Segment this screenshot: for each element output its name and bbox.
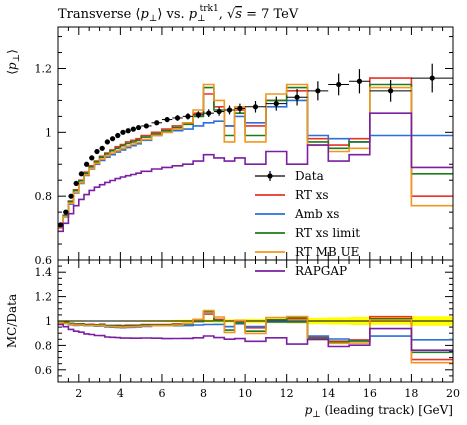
data-point <box>99 145 105 151</box>
ratio-y-axis: 0.6 0.8 1 1.2 1.4 <box>35 265 453 377</box>
data-point <box>226 107 233 113</box>
data-point <box>109 136 116 142</box>
data-point <box>216 108 222 115</box>
data-point <box>89 155 95 161</box>
main-y-label: ⟨p⊥⟩ <box>5 49 22 75</box>
x-axis-label: p⊥ (leading track) [GeV] <box>305 403 453 420</box>
data-point <box>237 105 243 111</box>
data-point <box>429 75 435 81</box>
data-point <box>195 112 201 118</box>
data-point <box>252 104 259 110</box>
x-tick-label: 4 <box>117 387 124 400</box>
series-line-rapgap <box>58 112 453 233</box>
ratio-panel: 0.6 0.8 1 1.2 1.4 MC/Data 2 4 6 8 10 12 14 16 18 20 p… <box>5 259 460 420</box>
x-tick-label: 20 <box>446 387 460 400</box>
data-point <box>356 78 363 84</box>
data-point <box>315 88 321 94</box>
ratio-y-label: MC/Data <box>5 294 19 348</box>
data-point <box>206 110 212 116</box>
chart-title: Transverse ⟨p⊥⟩ vs. p⊥trk1, √s = 7 TeV <box>58 4 299 24</box>
data-point <box>83 161 90 167</box>
data-point <box>388 88 394 94</box>
legend-label-amb-xs: Amb xs <box>294 207 339 221</box>
main-y-tick-label: 1 <box>45 126 52 139</box>
legend-label-rapgap: RAPGAP <box>295 264 347 278</box>
x-tick-label: 14 <box>321 387 335 400</box>
ratio-y-tick-label: 0.8 <box>35 339 53 352</box>
main-panel: 0.6 0.8 1 1.2 ⟨p⊥⟩ <box>5 26 454 267</box>
x-tick-label: 18 <box>404 387 418 400</box>
legend-label-rt-xs: RT xs <box>295 188 329 202</box>
main-y-tick-label: 1.2 <box>35 62 53 75</box>
data-point <box>63 209 69 215</box>
main-y-tick-label: 0.6 <box>35 254 53 267</box>
data-point <box>94 148 100 155</box>
data-point <box>154 120 160 126</box>
data-point <box>68 193 74 199</box>
legend: Data RT xs Amb xs RT xs limit RT MB UE RAPGAP <box>255 169 360 278</box>
ratio-y-tick-label: 1 <box>45 315 52 328</box>
ratio-series-group <box>58 309 453 364</box>
data-point <box>143 123 149 129</box>
ratio-line-rt-mb-ue <box>58 309 453 364</box>
data-point <box>294 94 300 100</box>
x-tick-label: 12 <box>280 387 294 400</box>
main-y-tick-label: 0.8 <box>35 190 53 203</box>
data-point <box>273 101 279 107</box>
data-point <box>135 124 142 131</box>
x-tick-label: 16 <box>363 387 377 400</box>
data-point <box>104 139 110 145</box>
data-point <box>185 113 191 119</box>
data-point <box>174 115 181 121</box>
x-axis: 2 4 6 8 10 12 14 16 18 20 <box>57 260 460 400</box>
x-tick-label: 6 <box>158 387 165 400</box>
ratio-band-group <box>58 316 453 326</box>
data-point <box>336 81 342 88</box>
legend-label-rt-mb-ue: RT MB UE <box>295 245 359 259</box>
x-tick-label: 8 <box>200 387 207 400</box>
x-tick-label: 2 <box>75 387 82 400</box>
ratio-y-tick-label: 1.2 <box>35 291 53 304</box>
data-point <box>130 126 136 132</box>
data-point <box>73 180 79 186</box>
data-point <box>120 129 126 135</box>
legend-label-rt-xs-limit: RT xs limit <box>295 226 360 240</box>
data-point <box>115 132 121 139</box>
data-point <box>57 222 64 228</box>
series-line-rt-mb-ue <box>58 83 453 229</box>
data-point <box>125 128 131 134</box>
data-point <box>78 171 84 177</box>
data-point <box>164 116 170 123</box>
ratio-y-tick-label: 1.4 <box>35 266 53 279</box>
ratio-line-rapgap <box>58 323 453 351</box>
ratio-y-tick-label: 0.6 <box>35 364 53 377</box>
legend-label-data: Data <box>295 169 324 183</box>
data-points <box>57 63 453 228</box>
main-series-group <box>58 77 453 233</box>
x-tick-label: 10 <box>238 387 252 400</box>
